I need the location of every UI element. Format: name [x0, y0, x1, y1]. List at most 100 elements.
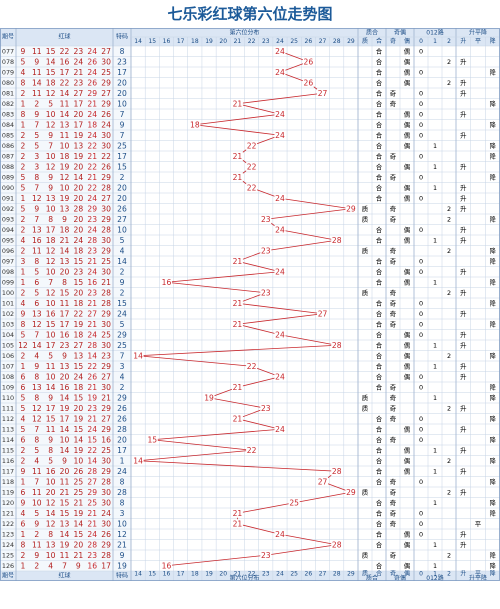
special-number: 12 [117, 530, 127, 539]
jiou-value: 奇 [390, 288, 397, 297]
pos6-value: 28 [332, 467, 342, 476]
pos6-marker-bg [274, 67, 286, 77]
red-ball-number: 26 [74, 467, 84, 476]
red-ball-number: 28 [101, 477, 111, 486]
red-ball-number: 8 [21, 78, 26, 87]
trend-value: 降 [489, 414, 496, 423]
red-ball-number: 13 [74, 141, 84, 150]
trend-value: 降 [489, 508, 496, 517]
red-ball-number: 30 [101, 141, 111, 150]
pos6-value: 24 [275, 194, 285, 203]
lu-value: 1 [433, 142, 437, 150]
header-red-balls: 红球 [58, 33, 70, 41]
lu-value: 0 [419, 89, 423, 97]
special-number: 20 [117, 194, 127, 203]
jiou-value: 偶 [404, 78, 410, 87]
lu-value: 2 [447, 205, 451, 213]
red-ball-number: 14 [46, 57, 56, 66]
pos6-value: 23 [261, 288, 271, 297]
footer-tick-label: 15 [148, 571, 156, 578]
red-ball-number: 20 [74, 110, 84, 119]
special-number: 26 [117, 414, 127, 423]
red-ball-number: 2 [21, 152, 26, 161]
pos6-marker-bg [231, 414, 243, 424]
red-ball-number: 24 [87, 194, 97, 203]
red-ball-number: 5 [21, 425, 26, 434]
zhihe-value: 合 [376, 57, 383, 66]
footer-trend-sub: 升 [460, 570, 466, 578]
red-ball-number: 10 [46, 152, 56, 161]
lu-value: 0 [419, 194, 423, 202]
red-ball-number: 10 [46, 477, 56, 486]
zhihe-value: 合 [376, 267, 383, 276]
red-ball-number: 19 [87, 393, 97, 402]
trend-value: 升 [460, 361, 467, 370]
red-ball-number: 16 [46, 309, 56, 318]
red-ball-number: 25 [74, 477, 84, 486]
header-distribution: 第六位分布 [229, 29, 259, 37]
jiou-value: 奇 [390, 99, 397, 108]
red-ball-number: 26 [101, 530, 111, 539]
footer-tick-label: 28 [333, 571, 341, 578]
red-ball-number: 2 [21, 446, 26, 455]
red-ball-number: 14 [32, 78, 42, 87]
jiou-value: 奇 [390, 298, 397, 307]
red-ball-number: 30 [101, 456, 111, 465]
row-issue: 114 [2, 436, 14, 444]
footer-tick-label: 29 [347, 571, 355, 578]
footer-trend-sub: 平 [475, 571, 481, 578]
red-ball-number: 5 [34, 288, 39, 297]
row-issue: 108 [2, 373, 14, 381]
row-issue: 085 [2, 131, 14, 139]
jiou-value: 偶 [404, 372, 410, 381]
red-ball-number: 21 [74, 551, 84, 560]
jiou-value: 奇 [390, 382, 397, 391]
row-issue: 077 [2, 47, 14, 55]
pos6-marker-bg [274, 193, 286, 203]
trend-value: 升 [460, 540, 467, 549]
pos6-marker-bg [231, 382, 243, 392]
red-ball-number: 10 [46, 551, 56, 560]
red-ball-number: 29 [101, 540, 111, 549]
jiou-value: 偶 [404, 456, 410, 465]
trend-value: 降 [489, 435, 496, 444]
footer-distribution: 第六位分布 [229, 574, 259, 582]
row-issue: 086 [2, 142, 14, 150]
red-ball-number: 5 [34, 267, 39, 276]
red-ball-number: 16 [32, 236, 42, 245]
footer-zhihe: 质合 [366, 574, 378, 582]
row-issue: 118 [2, 478, 14, 486]
red-ball-number: 26 [101, 110, 111, 119]
red-ball-number: 11 [32, 467, 42, 476]
red-ball-number: 10 [46, 330, 56, 339]
row-issue: 099 [2, 278, 14, 286]
red-ball-number: 14 [87, 351, 97, 360]
red-ball-number: 20 [60, 267, 70, 276]
red-ball-number: 30 [101, 236, 111, 245]
footer-tick-label: 27 [319, 571, 327, 578]
trend-value: 升 [460, 445, 467, 454]
special-number: 10 [117, 225, 127, 234]
jiou-value: 奇 [390, 204, 397, 213]
red-ball-number: 21 [101, 393, 111, 402]
pos6-marker-bg [246, 162, 258, 172]
row-issue: 120 [2, 499, 14, 507]
red-ball-number: 8 [34, 393, 39, 402]
lu-value: 0 [419, 226, 423, 234]
jiou-value: 奇 [390, 403, 397, 412]
red-ball-number: 9 [21, 467, 26, 476]
pos6-marker-bg [274, 372, 286, 382]
red-ball-number: 12 [46, 120, 56, 129]
footer-tick-label: 25 [290, 571, 298, 578]
pos6-value: 29 [346, 204, 356, 213]
header-tick-label: 17 [177, 38, 185, 45]
red-ball-number: 1 [21, 267, 26, 276]
zhihe-value: 合 [376, 235, 383, 244]
pos6-value: 16 [162, 278, 172, 287]
red-ball-number: 11 [60, 131, 70, 140]
pos6-marker-bg [203, 393, 215, 403]
footer-jiou-sub: 奇 [390, 570, 396, 578]
jiou-value: 偶 [404, 424, 410, 433]
row-issue: 098 [2, 268, 14, 276]
red-ball-number: 9 [48, 393, 53, 402]
